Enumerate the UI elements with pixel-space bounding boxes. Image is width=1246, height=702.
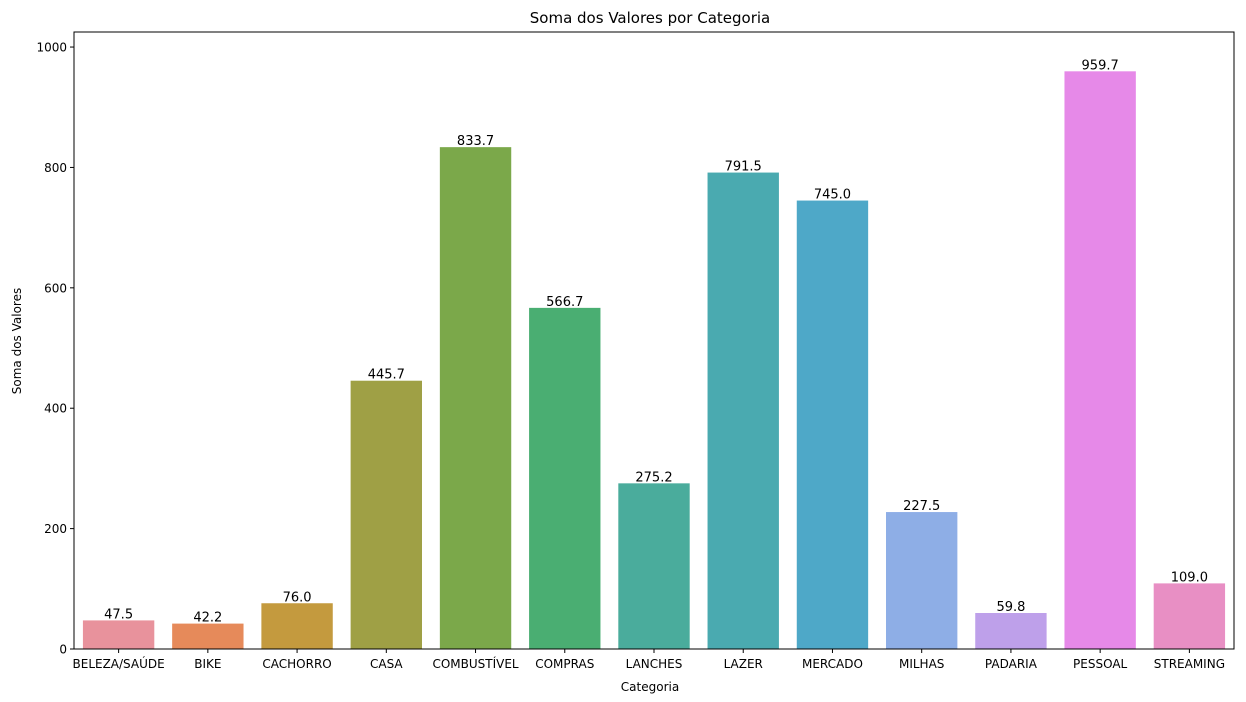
x-axis: BELEZA/SAÚDE BIKE CACHORRO CASA COMBUSTÍVEL C… bbox=[73, 649, 1225, 671]
bar-bike bbox=[172, 623, 244, 649]
data-label: 791.5 bbox=[725, 160, 762, 175]
x-tick-label: PESSOAL bbox=[1073, 657, 1127, 671]
x-tick-label: BELEZA/SAÚDE bbox=[73, 656, 165, 671]
data-label: 47.5 bbox=[104, 607, 133, 622]
y-tick-label: 400 bbox=[44, 402, 67, 416]
bar-beleza-sa-de bbox=[82, 620, 155, 649]
data-label: 109.0 bbox=[1171, 570, 1208, 585]
bar-combust-vel bbox=[439, 147, 512, 649]
data-label: 833.7 bbox=[457, 134, 494, 149]
y-tick-label: 800 bbox=[44, 161, 67, 175]
bar-pessoal bbox=[1064, 71, 1136, 649]
bar-milhas bbox=[886, 512, 958, 649]
x-tick-label: COMBUSTÍVEL bbox=[432, 656, 518, 671]
data-labels-layer: 47.5 42.2 76.0 445.7 833.7 566.7 275.2 791.5 745… bbox=[104, 58, 1208, 625]
x-tick-label: LAZER bbox=[724, 657, 763, 671]
bar-padaria bbox=[975, 613, 1047, 649]
x-tick-label: COMPRAS bbox=[535, 657, 594, 671]
plot-frame bbox=[73, 31, 1235, 650]
data-label: 959.7 bbox=[1082, 58, 1119, 73]
data-label: 42.2 bbox=[193, 611, 222, 626]
x-tick-label: CASA bbox=[370, 657, 403, 671]
x-tick-label: PADARIA bbox=[985, 657, 1038, 671]
y-axis-label: Soma dos Valores bbox=[10, 288, 24, 394]
y-tick-label: 600 bbox=[44, 281, 67, 295]
data-label: 745.0 bbox=[814, 188, 851, 203]
y-tick-label: 0 bbox=[59, 643, 67, 657]
data-label: 227.5 bbox=[903, 499, 940, 514]
bar-mercado bbox=[796, 200, 869, 650]
data-label: 275.2 bbox=[635, 470, 672, 485]
y-tick-label: 1000 bbox=[36, 41, 67, 55]
data-label: 76.0 bbox=[283, 590, 312, 605]
chart-title: Soma dos Valores por Categoria bbox=[530, 9, 770, 27]
y-tick-label: 200 bbox=[44, 522, 67, 536]
bar-lazer bbox=[707, 172, 779, 649]
bar-streaming bbox=[1153, 583, 1226, 649]
bar-lanches bbox=[618, 483, 690, 649]
x-tick-label: MERCADO bbox=[802, 657, 863, 671]
x-tick-label: LANCHES bbox=[626, 657, 683, 671]
data-label: 566.7 bbox=[546, 295, 583, 310]
x-tick-label: STREAMING bbox=[1154, 657, 1225, 671]
bar-compras bbox=[529, 307, 601, 649]
data-label: 445.7 bbox=[368, 368, 405, 383]
bars-layer bbox=[82, 71, 1226, 650]
x-tick-label: MILHAS bbox=[899, 657, 944, 671]
data-label: 59.8 bbox=[996, 600, 1025, 615]
y-axis: 0 200 400 600 800 1000 bbox=[36, 41, 74, 657]
x-axis-label: Categoria bbox=[621, 680, 679, 694]
bar-cachorro bbox=[261, 603, 333, 649]
bar-casa bbox=[350, 380, 422, 649]
x-tick-label: CACHORRO bbox=[262, 657, 331, 671]
x-tick-label: BIKE bbox=[194, 657, 221, 671]
